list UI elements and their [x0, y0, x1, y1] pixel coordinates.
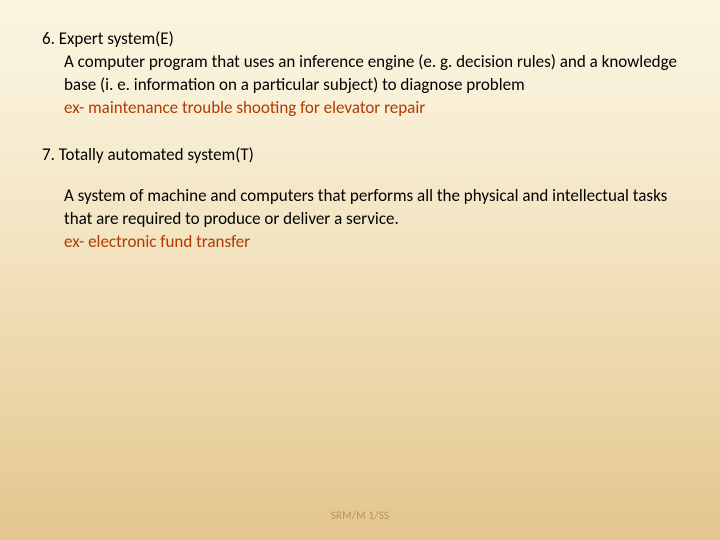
item-6-heading: 6. Expert system(E)	[42, 28, 678, 51]
spacer	[42, 167, 678, 185]
item-6-body: A computer program that uses an inferenc…	[42, 51, 678, 97]
item-6-example: ex- maintenance trouble shooting for ele…	[42, 97, 678, 120]
slide-content: 6. Expert system(E) A computer program t…	[0, 0, 720, 540]
item-6: 6. Expert system(E) A computer program t…	[42, 28, 678, 120]
item-7-heading: 7. Totally automated system(T)	[42, 144, 678, 167]
footer-text: SRM/M 1/SS	[0, 509, 720, 522]
item-7-body: A system of machine and computers that p…	[42, 185, 678, 231]
item-7: 7. Totally automated system(T) A system …	[42, 144, 678, 254]
item-7-example: ex- electronic fund transfer	[42, 231, 678, 254]
